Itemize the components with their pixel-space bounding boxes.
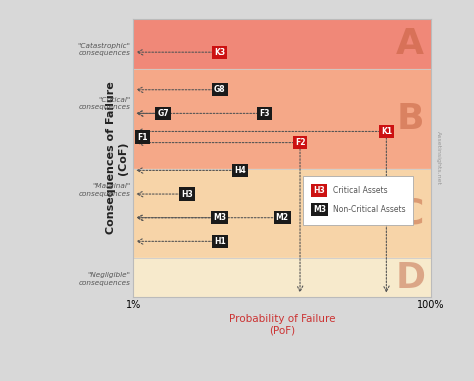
Text: K1: K1: [381, 127, 392, 136]
Y-axis label: Consequences of Failure
(CoF): Consequences of Failure (CoF): [106, 82, 128, 234]
Text: H4: H4: [235, 166, 246, 175]
Text: C: C: [397, 197, 423, 231]
Text: "Critical"
consequences: "Critical" consequences: [78, 97, 130, 110]
Text: B: B: [396, 102, 424, 136]
Text: "Marginal"
consequences: "Marginal" consequences: [78, 183, 130, 197]
FancyBboxPatch shape: [303, 176, 413, 225]
Text: F3: F3: [259, 109, 270, 118]
X-axis label: Probability of Failure
(PoF): Probability of Failure (PoF): [229, 314, 336, 336]
Bar: [133, 69, 431, 169]
Text: Non-Critical Assets: Non-Critical Assets: [333, 205, 405, 214]
Text: H3: H3: [313, 186, 325, 195]
Text: H3: H3: [181, 190, 193, 199]
Text: A: A: [396, 27, 424, 61]
Text: G7: G7: [157, 109, 169, 118]
Text: M3: M3: [313, 205, 326, 214]
Text: M3: M3: [213, 213, 226, 222]
Text: G8: G8: [214, 85, 226, 94]
Text: H1: H1: [214, 237, 226, 246]
Text: D: D: [395, 261, 425, 295]
Bar: [133, 19, 431, 69]
Bar: [133, 258, 431, 297]
Text: Critical Assets: Critical Assets: [333, 186, 387, 195]
Text: Assetinsights.net: Assetinsights.net: [436, 131, 440, 185]
Text: "Catastrophic"
consequences: "Catastrophic" consequences: [77, 43, 130, 56]
Text: "Negligible"
consequences: "Negligible" consequences: [78, 272, 130, 286]
Text: F2: F2: [295, 138, 305, 147]
Text: F1: F1: [137, 133, 147, 141]
Text: K3: K3: [214, 48, 225, 57]
Bar: [133, 169, 431, 258]
Text: M2: M2: [276, 213, 289, 222]
